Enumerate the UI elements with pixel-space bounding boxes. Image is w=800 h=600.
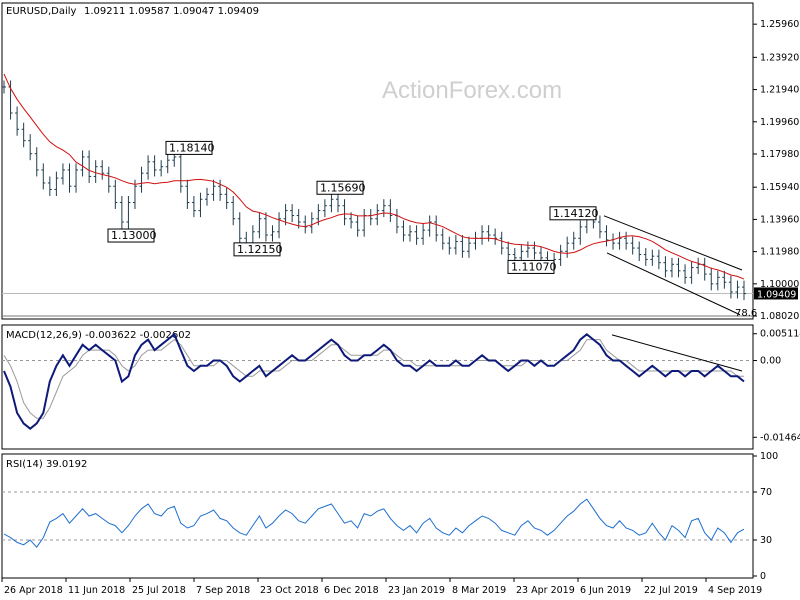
price-y-tick-label: 1.19960: [760, 117, 799, 128]
x-axis-tick-label: 25 Jul 2018: [132, 585, 186, 596]
price-panel-title: EURUSD,Daily: [6, 6, 77, 17]
last-price-tag-label: 1.09409: [757, 289, 796, 300]
x-axis-tick-label: 22 Jul 2019: [644, 585, 698, 596]
price-annotation-label: 1.12150: [237, 243, 283, 256]
channel-upper-line: [603, 215, 743, 271]
price-annotation-label: 1.18140: [169, 141, 215, 154]
macd-trend-line: [611, 334, 743, 372]
x-axis-tick-label: 8 Mar 2019: [452, 585, 506, 596]
price-panel-frame: [1, 2, 754, 320]
x-axis-tick-label: 26 Apr 2018: [4, 585, 63, 596]
price-ohlc-header: 1.09211 1.09587 1.09047 1.09409: [84, 6, 259, 17]
price-y-tick-label: 1.17980: [760, 149, 799, 160]
rsi-y-tick-label: 0: [760, 571, 766, 582]
price-y-tick-label: 1.21940: [760, 85, 799, 96]
rsi-y-tick-label: 100: [760, 451, 778, 462]
macd-panel-title: MACD(12,26,9) -0.003622 -0.002602: [6, 330, 191, 341]
price-y-tick-label: 1.11980: [760, 247, 799, 258]
rsi-y-tick-label: 70: [760, 487, 772, 498]
price-y-tick-label: 1.23920: [760, 52, 799, 63]
price-annotation-label: 1.13000: [111, 229, 157, 242]
price-y-tick-label: 1.13960: [760, 214, 799, 225]
price-annotation-box: [549, 206, 597, 221]
price-annotation-label: 1.14120: [553, 207, 599, 220]
x-axis-tick-label: 11 Jun 2018: [68, 585, 125, 596]
macd-y-tick-label: -0.014647: [760, 432, 800, 443]
x-axis-tick-label: 23 Jan 2019: [388, 585, 445, 596]
price-y-tick-label: 1.10000: [760, 279, 799, 290]
rsi-layer: 100 70 30 0: [2, 451, 778, 582]
macd-y-tick-label: 0.005114: [760, 329, 800, 340]
price-y-tick-label: 1.15940: [760, 182, 799, 193]
x-axis-tick-label: 4 Sep 2019: [708, 585, 762, 596]
x-axis-tick-label: 6 Dec 2018: [324, 585, 379, 596]
x-axis-tick-label: 6 Jun 2019: [580, 585, 631, 596]
moving-average-line: [3, 73, 745, 280]
macd-y-tick-label: 0.00: [760, 356, 781, 367]
macd-panel-frame: [1, 324, 754, 450]
price-y-tick-label: 1.25960: [760, 19, 799, 30]
price-annotation-box: [165, 140, 213, 155]
last-price-tag: [754, 287, 798, 300]
price-layer: 1.25960 1.23920 1.21940 1.19960 1.17980 1.159…: [2, 19, 799, 322]
x-axis-tick-label: 23 Oct 2018: [260, 585, 319, 596]
price-annotation-box: [233, 242, 281, 257]
rsi-panel-title: RSI(14) 39.0192: [6, 459, 87, 470]
price-annotation-box: [107, 228, 155, 243]
rsi-panel-frame: [1, 453, 754, 579]
price-annotation-label: 1.15690: [320, 181, 366, 194]
x-axis-tick-label: 23 Apr 2019: [516, 585, 575, 596]
rsi-y-tick-label: 30: [760, 535, 772, 546]
watermark-text: ActionForex.com: [382, 77, 562, 104]
x-axis-tick-label: 7 Sep 2018: [196, 585, 250, 596]
macd-signal-line: [3, 338, 744, 419]
rsi-line: [3, 498, 745, 549]
price-annotation-label: 1.11070: [511, 260, 557, 273]
fib-level-label: 78.6: [735, 308, 757, 319]
channel-lower-line: [606, 252, 741, 316]
x-axis: 26 Apr 2018 11 Jun 2018 25 Jul 2018 7 Sep 2…: [1, 578, 762, 596]
macd-line: [3, 332, 745, 430]
price-annotation-box: [316, 180, 364, 195]
price-annotation-box: [507, 259, 555, 274]
price-y-tick-label: 1.08020: [760, 311, 799, 322]
macd-layer: 0.005114 0.00 -0.014647: [2, 329, 800, 443]
